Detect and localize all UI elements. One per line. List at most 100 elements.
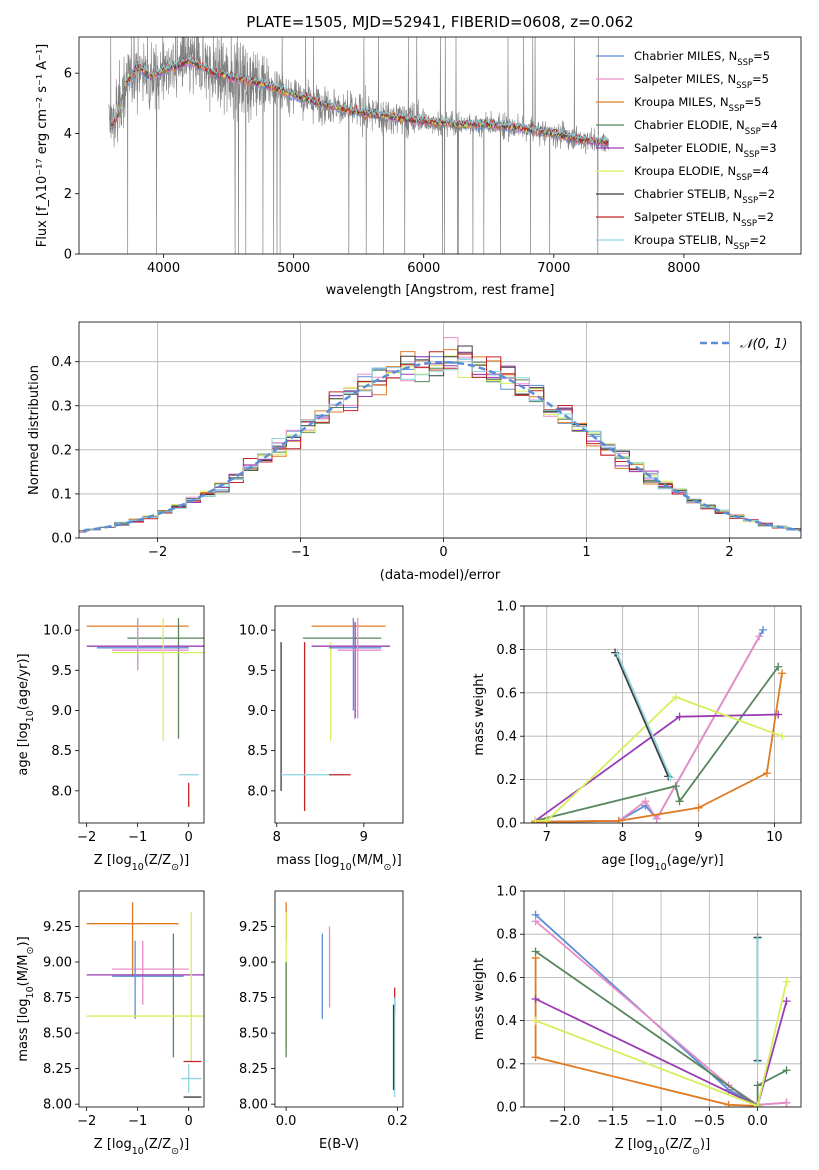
weight-marker [782, 997, 791, 1006]
x-axis-label-sub: 10 [132, 1146, 144, 1157]
weight-marker [671, 782, 680, 791]
weight-marker [531, 917, 540, 926]
errorbar-plot-age-vs-z [86, 618, 204, 807]
x-tick-label: 4000 [147, 261, 180, 276]
weight-series-kroupa-stelib [613, 649, 675, 782]
y-axis-label-tail: (M/M [16, 954, 31, 986]
axes-frame-age-vs-mass [274, 605, 404, 824]
x-tick-label: 0 [185, 1114, 193, 1129]
errorbar-plot-age-vs-mass [280, 618, 390, 811]
axes-frame-weight-vs-z [523, 890, 802, 1108]
y-tick-label: 0.1 [51, 487, 72, 502]
y-tick-label: 9.00 [43, 956, 72, 971]
axes-frame-mass-vs-ebv [274, 890, 404, 1108]
y-tick-label: 10.0 [239, 624, 268, 639]
y-axis-label-sub: 10 [25, 710, 36, 722]
observed-spectrum [108, 37, 609, 254]
x-axis-label-main: Z [log [615, 1137, 653, 1152]
y-tick-label: 8.50 [239, 1027, 268, 1042]
weight-marker [531, 947, 540, 956]
x-axis-label-end: )] [179, 1137, 189, 1152]
axes-frame-spectrum [78, 36, 802, 255]
x-tick-label: 9 [694, 830, 702, 845]
y-tick-label: 8.75 [43, 991, 72, 1006]
x-axis-label-sun: ⊙ [384, 862, 392, 873]
y-axis-label-tail: (age/yr)] [16, 653, 31, 710]
x-tick-label: 10 [766, 830, 783, 845]
y-tick-label: 0.6 [496, 971, 517, 986]
legend-label-tail: =5 [752, 72, 769, 86]
y-axis-label: mass [log10(M/M⊙)] [16, 936, 36, 1061]
errorbar-point [112, 940, 184, 1019]
legend-label-sub: SSP [737, 58, 753, 68]
weight-marker [531, 995, 540, 1003]
y-tick-label: 8.25 [239, 1062, 268, 1077]
x-axis-label-main: Z [log [94, 1137, 132, 1152]
y-axis-label: Normed distribution [27, 365, 42, 495]
axes-age-vs-mass: 8 9 8.0 8.5 9.0 9.5 10.0 [239, 624, 368, 845]
y-tick-label: 0.0 [496, 817, 517, 832]
weight-marker [753, 934, 762, 943]
axes-mass-vs-ebv: 0.0 0.2 8.00 8.25 8.50 8.75 9.00 9.25 [239, 920, 408, 1129]
x-tick-label: −1 [128, 1114, 147, 1129]
x-tick-label: 2 [725, 545, 733, 560]
legend-label-main: Kroupa ELODIE, N [634, 164, 736, 178]
y-tick-label: 8.25 [43, 1062, 72, 1077]
weight-series-kroupa-stelib [753, 934, 762, 1066]
legend-label-sub: SSP [736, 173, 752, 183]
x-axis-label-tail: (Z/Z [144, 1137, 171, 1152]
x-axis-label-tail: (Z/Z [144, 853, 171, 868]
legend-label: Chabrier ELODIE, NSSP=4 [634, 118, 778, 137]
x-tick-label: 0.0 [747, 1114, 768, 1129]
weight-marker [774, 662, 783, 671]
weight-marker [753, 1101, 762, 1107]
legend-label-main: Kroupa STELIB, N [634, 233, 734, 247]
legend-label-main: Salpeter MILES, N [634, 72, 736, 86]
x-axis-label-sun: ⊙ [171, 862, 179, 873]
legend-label-sub: SSP [736, 81, 752, 91]
x-tick-label: −2.0 [549, 1114, 581, 1129]
x-tick-label: −1.5 [597, 1114, 629, 1129]
y-tick-label: 9.25 [239, 920, 268, 935]
x-axis-label-sub: 10 [340, 862, 352, 873]
weight-marker [778, 669, 787, 678]
x-tick-label: 0.0 [276, 1114, 297, 1129]
legend-label-tail: =3 [760, 141, 777, 155]
y-tick-label: 0.6 [496, 686, 517, 701]
weight-marker [652, 814, 661, 823]
weight-marker [531, 816, 540, 823]
weight-marker [675, 712, 684, 721]
weight-marker [782, 1098, 791, 1107]
y-tick-label: 0.2 [496, 1057, 517, 1072]
y-tick-label: 9.00 [239, 956, 268, 971]
x-tick-label: 7000 [537, 261, 570, 276]
y-axis-label-end: )] [16, 936, 31, 946]
x-tick-label: 0.2 [387, 1114, 408, 1129]
x-tick-label: 0 [185, 830, 193, 845]
legend-label: Chabrier MILES, NSSP=5 [634, 49, 770, 68]
y-tick-label: 0.4 [51, 355, 72, 370]
legend-label-sub: SSP [741, 219, 757, 229]
legend-label-main: Kroupa MILES, N [634, 95, 729, 109]
x-axis-label-sub: 10 [653, 1146, 665, 1157]
weight-marker [671, 693, 680, 702]
weight-marker [531, 1016, 540, 1025]
x-tick-label: 8 [619, 830, 627, 845]
legend-label-main: Chabrier MILES, N [634, 49, 737, 63]
y-axis-label-main: mass [log [16, 998, 31, 1061]
weight-line [535, 696, 783, 822]
weight-line [535, 950, 787, 1107]
weight-marker [774, 710, 783, 719]
errorbar-plot-mass-vs-ebv [285, 902, 396, 1098]
weight-marker [753, 1057, 762, 1066]
x-axis-label: age [log10(age/yr)] [601, 853, 723, 873]
y-tick-label: 10.0 [43, 624, 72, 639]
axes-frame-residuals [78, 321, 802, 539]
x-tick-label: 6000 [407, 261, 440, 276]
y-tick-label: 8.00 [239, 1098, 268, 1113]
x-tick-label: −2 [77, 830, 96, 845]
y-tick-label: 9.0 [51, 704, 72, 719]
axes-frame-mass-vs-z [78, 890, 205, 1108]
legend-label-tail: =2 [749, 233, 766, 247]
y-tick-label: 1.0 [496, 885, 517, 900]
